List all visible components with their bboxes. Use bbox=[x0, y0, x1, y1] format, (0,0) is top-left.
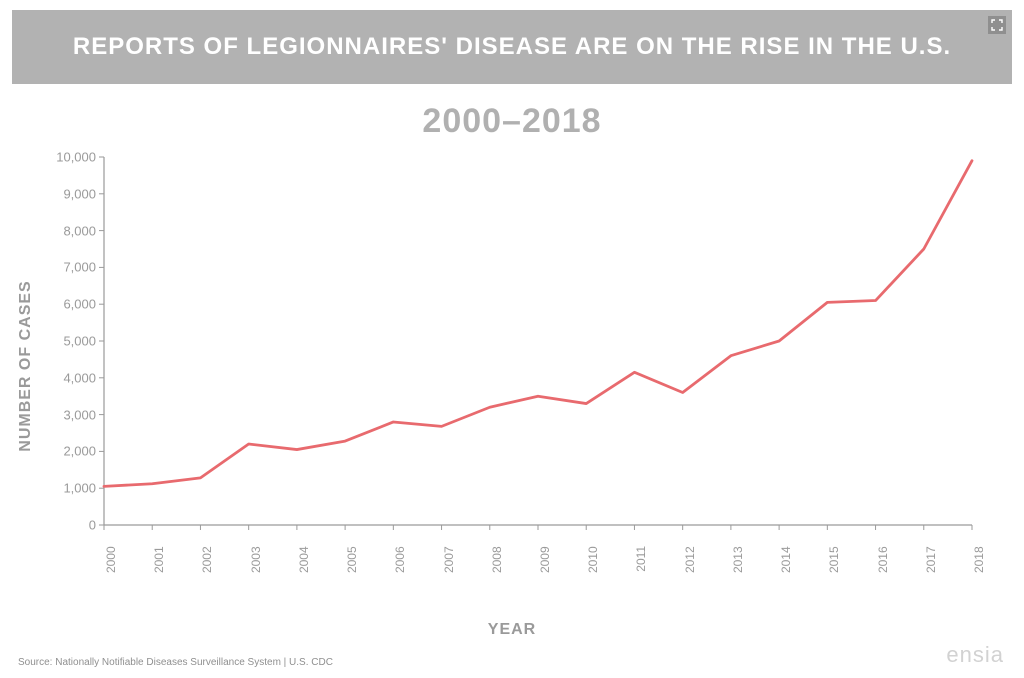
chart-subtitle: 2000–2018 bbox=[12, 102, 1012, 141]
x-tick-label: 2005 bbox=[345, 546, 359, 573]
x-tick-label: 2006 bbox=[393, 546, 407, 573]
x-tick-label: 2012 bbox=[683, 546, 697, 573]
x-tick-label: 2001 bbox=[152, 546, 166, 573]
x-tick-label: 2009 bbox=[538, 546, 552, 573]
y-tick-label: 8,000 bbox=[63, 223, 96, 238]
x-tick-label: 2014 bbox=[779, 546, 793, 573]
x-tick-label: 2011 bbox=[634, 546, 648, 572]
chart-container: REPORTS OF LEGIONNAIRES' DISEASE ARE ON … bbox=[0, 0, 1024, 678]
line-chart-svg bbox=[104, 157, 972, 525]
y-tick-label: 3,000 bbox=[63, 407, 96, 422]
y-axis-label: NUMBER OF CASES bbox=[17, 280, 35, 451]
y-tick-label: 7,000 bbox=[63, 260, 96, 275]
expand-icon[interactable] bbox=[988, 16, 1006, 34]
source-attribution: Source: Nationally Notifiable Diseases S… bbox=[18, 657, 333, 668]
x-tick-label: 2013 bbox=[731, 546, 745, 573]
x-axis-label: YEAR bbox=[488, 621, 536, 639]
x-tick-label: 2015 bbox=[827, 546, 841, 573]
y-tick-label: 1,000 bbox=[63, 481, 96, 496]
brand-logo: ensia bbox=[946, 642, 1004, 668]
x-tick-label: 2008 bbox=[490, 546, 504, 573]
x-tick-label: 2004 bbox=[297, 546, 311, 573]
y-tick-label: 4,000 bbox=[63, 370, 96, 385]
y-tick-label: 6,000 bbox=[63, 297, 96, 312]
x-tick-label: 2018 bbox=[972, 546, 986, 573]
x-tick-label: 2003 bbox=[249, 546, 263, 573]
title-bar: REPORTS OF LEGIONNAIRES' DISEASE ARE ON … bbox=[12, 10, 1012, 84]
x-tick-label: 2017 bbox=[924, 546, 938, 573]
x-tick-label: 2007 bbox=[442, 546, 456, 573]
x-tick-label: 2002 bbox=[200, 546, 214, 573]
chart-area: NUMBER OF CASES 01,0002,0003,0004,0005,0… bbox=[42, 151, 982, 581]
x-tick-label: 2016 bbox=[876, 546, 890, 573]
x-tick-label: 2000 bbox=[104, 546, 118, 573]
y-tick-label: 5,000 bbox=[63, 334, 96, 349]
y-tick-label: 0 bbox=[89, 518, 96, 533]
page-title: REPORTS OF LEGIONNAIRES' DISEASE ARE ON … bbox=[73, 33, 951, 61]
y-tick-label: 10,000 bbox=[56, 150, 96, 165]
plot-region: 01,0002,0003,0004,0005,0006,0007,0008,00… bbox=[104, 157, 972, 525]
x-tick-label: 2010 bbox=[586, 546, 600, 573]
y-tick-label: 2,000 bbox=[63, 444, 96, 459]
y-tick-label: 9,000 bbox=[63, 186, 96, 201]
